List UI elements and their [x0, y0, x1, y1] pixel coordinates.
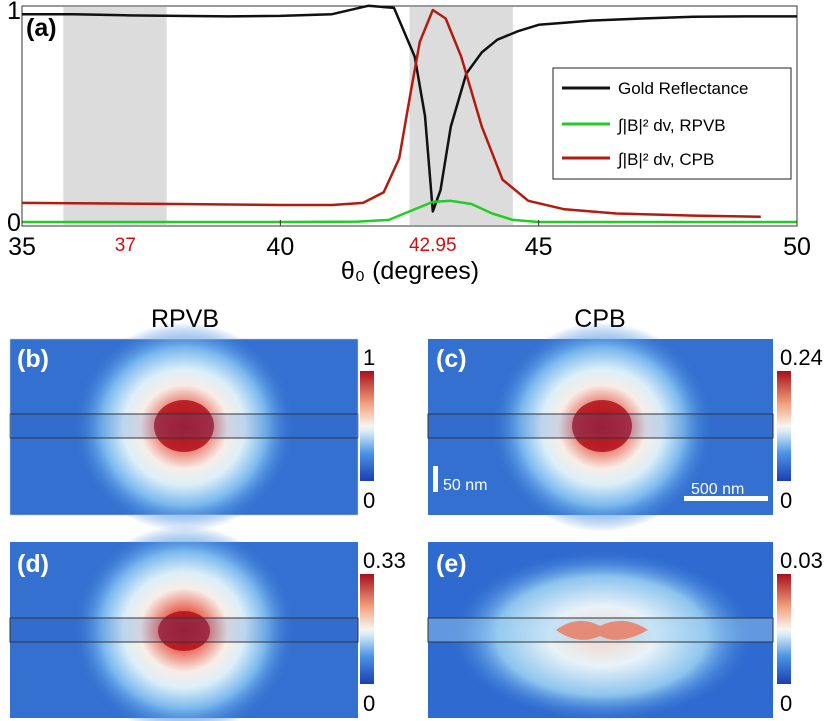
panel-label-d: (d): [17, 550, 49, 578]
colorbar-b: 1 0: [360, 345, 375, 513]
vertical-scale-bar: [433, 466, 438, 492]
line-chart: 35 40 45 50 01 37 42.95 θ₀ (degrees) (a) Gol…: [7, 0, 811, 285]
field-map-c: (c) 50 nm 500 nm: [427, 322, 774, 532]
field-map-d: (d): [9, 525, 359, 721]
x-tick-label: 35: [8, 233, 36, 261]
colorbar-b-min: 0: [363, 488, 375, 513]
field-map-d-core: [158, 611, 210, 651]
colorbar-c: 0.24 0: [777, 345, 823, 513]
horizontal-scale-bar: [684, 496, 768, 501]
panel-label-b: (b): [17, 345, 49, 373]
y-tick-label: 1: [7, 0, 21, 25]
series-line-reflectance: [22, 4, 797, 213]
field-map-b-gold-film: [9, 413, 359, 439]
y-tick-label: 0: [7, 209, 21, 237]
colorbar-e-bar: [777, 574, 791, 684]
field-map-e: (e): [427, 542, 774, 721]
shaded-band: [409, 7, 513, 225]
panel-label-e: (e): [436, 550, 467, 578]
colorbar-c-min: 0: [780, 488, 792, 513]
horizontal-scale-bar-label: 500 nm: [691, 481, 744, 498]
legend: Gold Reflectance ∫|B|² dv, RPVB ∫|B|² dv…: [552, 67, 792, 180]
field-map-b-frame: [9, 338, 359, 516]
shaded-band: [63, 7, 167, 225]
field-map-b-core: [154, 400, 214, 452]
special-tick-label: 42.95: [409, 235, 457, 256]
legend-entry-rpvb: ∫|B|² dv, RPVB: [617, 116, 726, 135]
field-map-b: (b): [9, 322, 359, 532]
series-line-cpb: [21, 8, 761, 218]
field-map-d-gold-film: [9, 617, 359, 643]
x-axis-ticks: 35 40 45 50: [8, 220, 811, 261]
colorbar-d-max: 0.33: [363, 548, 406, 573]
colorbar-d: 0.33 0: [360, 548, 406, 716]
special-tick-label: 37: [115, 235, 136, 256]
colorbar-b-bar: [360, 371, 374, 481]
x-tick-label: 40: [266, 233, 294, 261]
field-map-c-core: [572, 400, 632, 452]
panel-label-a: (a): [26, 14, 57, 42]
field-map-c-gold-film: [427, 413, 774, 439]
x-axis-label: θ₀ (degrees): [341, 257, 479, 285]
field-map-e-lobes: [556, 620, 648, 640]
colorbar-d-bar: [360, 574, 374, 684]
shaded-bands: [63, 7, 513, 225]
legend-entry-reflectance: Gold Reflectance: [618, 79, 748, 98]
x-tick-label: 50: [783, 233, 811, 261]
colorbar-e-min: 0: [780, 691, 792, 716]
colorbar-d-min: 0: [363, 691, 375, 716]
colorbar-c-max: 0.24: [780, 345, 823, 370]
legend-entry-cpb: ∫|B|² dv, CPB: [617, 150, 714, 169]
vertical-scale-bar-label: 50 nm: [443, 477, 487, 494]
special-ticks: 37 42.95: [115, 235, 457, 256]
x-tick-label: 45: [525, 233, 553, 261]
colorbar-b-max: 1: [363, 345, 375, 370]
y-axis-ticks: 01: [7, 0, 21, 237]
colorbar-c-bar: [777, 371, 791, 481]
colorbar-e: 0.03 0: [777, 548, 823, 716]
panel-label-c: (c): [436, 345, 467, 373]
colorbar-e-max: 0.03: [780, 548, 823, 573]
